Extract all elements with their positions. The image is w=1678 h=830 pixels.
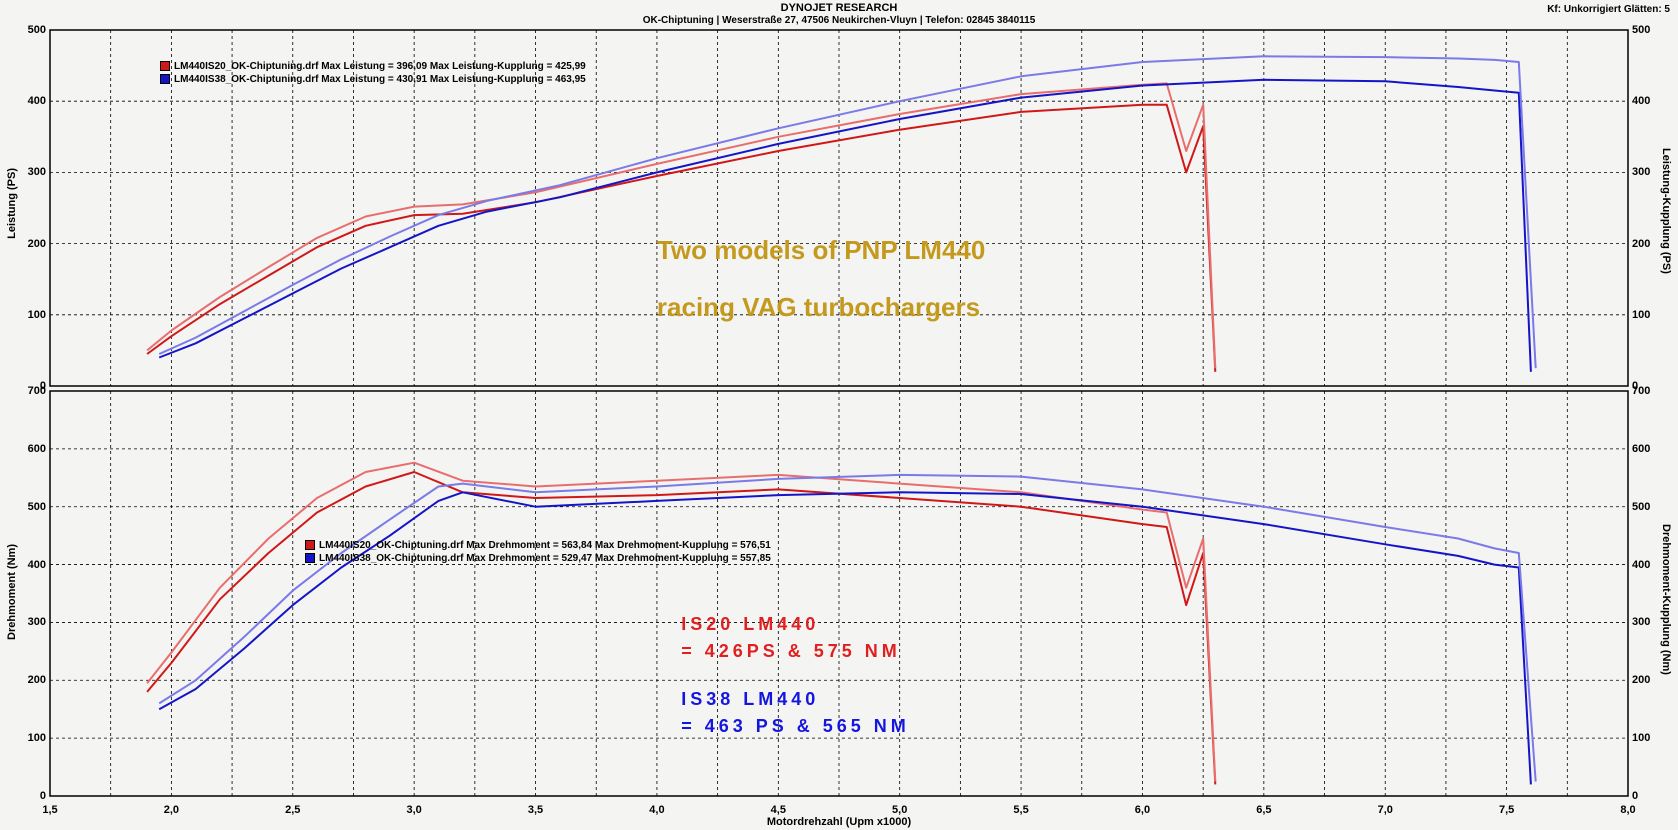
legend-row: LM440IS38_OK-Chiptuning.drf Max Leistung…: [160, 73, 586, 86]
ytick: 100: [1632, 732, 1650, 744]
xtick: 8,0: [1620, 804, 1635, 816]
xtick: 6,0: [1135, 804, 1150, 816]
ytick: 300: [28, 616, 46, 628]
xtick: 4,0: [649, 804, 664, 816]
ytick: 100: [28, 732, 46, 744]
legend-text: LM440IS38_OK-Chiptuning.drf Max Drehmome…: [319, 553, 771, 564]
header-subtitle: OK-Chiptuning | Weserstraße 27, 47506 Ne…: [0, 15, 1678, 27]
ytick: 200: [28, 674, 46, 686]
xtick: 5,5: [1013, 804, 1028, 816]
xaxis-label: Motordrehzahl (Upm x1000): [0, 816, 1678, 828]
overlay-is38-line1: IS38 LM440: [681, 686, 910, 713]
ytick: 400: [28, 95, 46, 107]
legend-swatch: [160, 61, 170, 71]
header-right-info: Kf: Unkorrigiert Glätten: 5: [1547, 4, 1670, 15]
overlay-is20-line2: = 426PS & 575 NM: [681, 638, 901, 665]
ytick: 600: [1632, 443, 1650, 455]
ytick: 300: [1632, 166, 1650, 178]
power-ylabel-right: Leistung-Kupplung (PS): [1660, 148, 1672, 274]
xtick: 7,5: [1499, 804, 1514, 816]
ytick: 400: [1632, 559, 1650, 571]
ytick: 300: [1632, 616, 1650, 628]
xtick: 3,0: [406, 804, 421, 816]
ytick: 200: [1632, 674, 1650, 686]
legend-text: LM440IS20_OK-Chiptuning.drf Max Leistung…: [174, 61, 586, 72]
torque-ylabel-left: Drehmoment (Nm): [6, 544, 18, 640]
xtick: 2,5: [285, 804, 300, 816]
ytick: 400: [28, 559, 46, 571]
overlay-summary-is38: IS38 LM440 = 463 PS & 565 NM: [681, 686, 910, 740]
ytick: 400: [1632, 95, 1650, 107]
xtick: 2,0: [164, 804, 179, 816]
torque-ylabel-right: Drehmoment-Kupplung (Nm): [1660, 524, 1672, 675]
xtick: 5,0: [892, 804, 907, 816]
overlay-summary-is20: IS20 LM440 = 426PS & 575 NM: [681, 611, 901, 665]
legend-row: LM440IS20_OK-Chiptuning.drf Max Drehmome…: [305, 539, 771, 552]
overlay-title-line1: Two models of PNP LM440: [657, 222, 985, 279]
xtick: 6,5: [1256, 804, 1271, 816]
power-ylabel-left: Leistung (PS): [6, 168, 18, 239]
legend-text: LM440IS20_OK-Chiptuning.drf Max Drehmome…: [319, 540, 771, 551]
chart-header: DYNOJET RESEARCH OK-Chiptuning | Weserst…: [0, 0, 1678, 27]
ytick: 500: [1632, 501, 1650, 513]
ytick: 500: [1632, 24, 1650, 36]
ytick: 500: [28, 24, 46, 36]
torque-legend: LM440IS20_OK-Chiptuning.drf Max Drehmome…: [305, 539, 771, 565]
ytick: 100: [28, 309, 46, 321]
legend-row: LM440IS38_OK-Chiptuning.drf Max Drehmome…: [305, 552, 771, 565]
ytick: 700: [28, 385, 46, 397]
legend-text: LM440IS38_OK-Chiptuning.drf Max Leistung…: [174, 74, 586, 85]
ytick: 700: [1632, 385, 1650, 397]
ytick: 500: [28, 501, 46, 513]
overlay-title-line2: racing VAG turbochargers: [657, 279, 985, 336]
ytick: 0: [40, 790, 46, 802]
xtick: 7,0: [1378, 804, 1393, 816]
ytick: 300: [28, 166, 46, 178]
xtick: 1,5: [42, 804, 57, 816]
overlay-is38-line2: = 463 PS & 565 NM: [681, 713, 910, 740]
legend-swatch: [160, 74, 170, 84]
legend-row: LM440IS20_OK-Chiptuning.drf Max Leistung…: [160, 60, 586, 73]
ytick: 200: [1632, 238, 1650, 250]
xtick: 4,5: [771, 804, 786, 816]
header-title: DYNOJET RESEARCH: [0, 2, 1678, 15]
legend-swatch: [305, 553, 315, 563]
ytick: 200: [28, 238, 46, 250]
legend-swatch: [305, 540, 315, 550]
power-legend: LM440IS20_OK-Chiptuning.drf Max Leistung…: [160, 60, 586, 86]
overlay-title: Two models of PNP LM440 racing VAG turbo…: [657, 222, 985, 336]
ytick: 600: [28, 443, 46, 455]
xtick: 3,5: [528, 804, 543, 816]
ytick: 0: [1632, 790, 1638, 802]
ytick: 100: [1632, 309, 1650, 321]
overlay-is20-line1: IS20 LM440: [681, 611, 901, 638]
